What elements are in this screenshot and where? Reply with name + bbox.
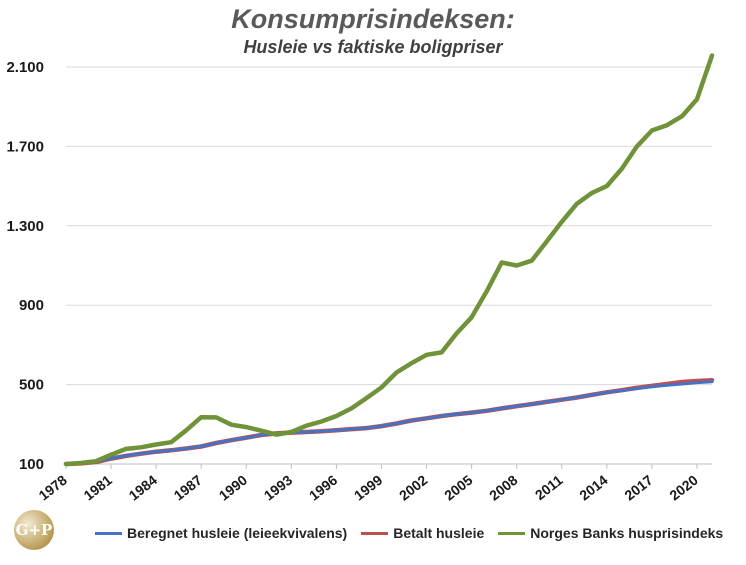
y-tick-label: 1.300 <box>6 218 44 235</box>
gridlines <box>66 66 712 386</box>
x-tick-label: 2002 <box>396 472 431 504</box>
legend-label: Betalt husleie <box>393 525 485 541</box>
x-tick-label: 2011 <box>532 472 566 503</box>
legend-item-betalt-husleie[interactable]: Betalt husleie <box>361 525 484 541</box>
chart-subtitle: Husleie vs faktiske boligpriser <box>243 37 503 57</box>
x-tick-label: 1984 <box>126 472 161 504</box>
legend-swatch <box>95 531 122 535</box>
legend-label: Beregnet husleie (leieekvivalens) <box>127 525 348 541</box>
legend-swatch <box>361 531 389 535</box>
x-tick-label: 1981 <box>81 472 116 504</box>
legend-swatch <box>498 531 526 535</box>
series-line-0 <box>64 380 714 466</box>
series-line-2 <box>63 53 715 467</box>
x-tick-label: 1999 <box>351 472 386 504</box>
x-tick-label: 2014 <box>576 472 611 504</box>
legend-item-beregnet-husleie[interactable]: Beregnet husleie (leieekvivalens) <box>95 525 347 541</box>
chart-title: Konsumprisindeksen: <box>231 4 515 34</box>
x-tick-label: 1996 <box>306 472 341 504</box>
y-tick-labels: 100 500 900 1.300 1.700 2.100 <box>6 59 44 473</box>
legend-label: Norges Banks husprisindeks <box>530 525 724 541</box>
x-tick-label: 1990 <box>216 472 251 504</box>
x-tick-label: 1987 <box>171 472 206 504</box>
company-logo: G+P <box>14 510 54 550</box>
x-tick-label: 2005 <box>441 472 476 504</box>
y-tick-label: 100 <box>19 456 44 473</box>
x-tick-labels: 1978 1981 1984 1987 1990 1993 1996 1999 2002 2005… <box>35 472 701 504</box>
y-tick-label: 900 <box>19 297 44 314</box>
x-tick-label: 1993 <box>261 472 296 504</box>
x-tick-label: 2020 <box>666 472 701 504</box>
legend-item-norges-banks-husprisindeks[interactable]: Norges Banks husprisindeks <box>498 525 723 541</box>
x-tick-label: 2008 <box>486 472 521 504</box>
y-tick-label: 2.100 <box>6 59 44 76</box>
x-tick-label: 2017 <box>621 472 656 504</box>
x-tick-label: 1978 <box>35 472 70 504</box>
series-lines <box>63 53 715 467</box>
axes <box>65 463 712 469</box>
y-tick-label: 500 <box>19 377 44 394</box>
y-tick-label: 1.700 <box>6 138 44 155</box>
legend: Beregnet husleie (leieekvivalens) Betalt… <box>95 525 737 541</box>
